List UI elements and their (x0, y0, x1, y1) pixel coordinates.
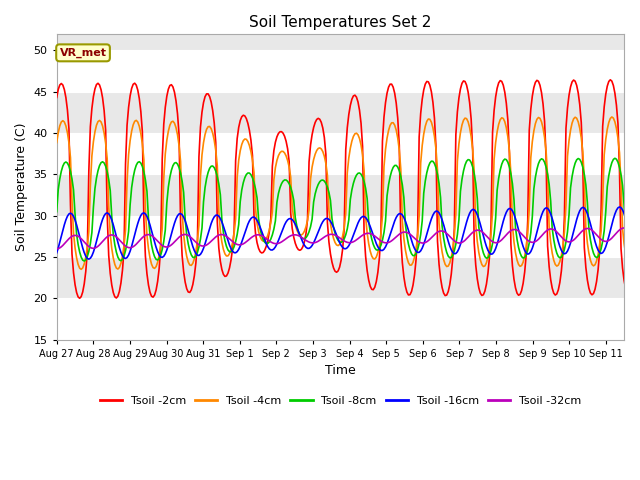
Tsoil -4cm (356, 136, 364, 142)
Tsoil -16cm (85, 256, 93, 262)
Tsoil -2cm (356, 108, 364, 113)
Tsoil -2cm (472, 262, 479, 268)
Tsoil -2cm (559, 251, 567, 256)
Tsoil -16cm (639, 243, 640, 249)
Bar (57, 216, 624, 257)
Tsoil -4cm (53, 140, 61, 145)
Tsoil -4cm (637, 151, 640, 156)
Tsoil -2cm (637, 103, 640, 108)
Tsoil -2cm (73, 289, 81, 295)
Tsoil -2cm (607, 77, 614, 83)
Tsoil -16cm (93, 239, 100, 244)
Bar (57, 174, 624, 216)
Line: Tsoil -2cm: Tsoil -2cm (57, 80, 640, 298)
Tsoil -8cm (559, 252, 567, 257)
Tsoil -8cm (53, 209, 61, 215)
Tsoil -8cm (472, 180, 479, 186)
Tsoil -4cm (472, 221, 479, 227)
Tsoil -2cm (93, 82, 100, 87)
Tsoil -16cm (472, 209, 479, 215)
Tsoil -32cm (557, 234, 565, 240)
Tsoil -2cm (639, 91, 640, 96)
Bar (57, 50, 624, 92)
Tsoil -32cm (639, 238, 640, 244)
Y-axis label: Soil Temperature (C): Soil Temperature (C) (15, 122, 28, 251)
Tsoil -8cm (637, 227, 640, 233)
Tsoil -16cm (356, 217, 364, 223)
Tsoil -32cm (91, 245, 99, 251)
Line: Tsoil -16cm: Tsoil -16cm (57, 207, 640, 259)
Bar (57, 92, 624, 133)
Tsoil -16cm (637, 247, 640, 253)
Tsoil -8cm (611, 156, 619, 161)
Legend: Tsoil -2cm, Tsoil -4cm, Tsoil -8cm, Tsoil -16cm, Tsoil -32cm: Tsoil -2cm, Tsoil -4cm, Tsoil -8cm, Tsoi… (95, 392, 586, 411)
Tsoil -16cm (616, 204, 623, 210)
Tsoil -8cm (639, 205, 640, 211)
Title: Soil Temperatures Set 2: Soil Temperatures Set 2 (249, 15, 431, 30)
Bar (57, 257, 624, 299)
Tsoil -32cm (636, 237, 640, 243)
Tsoil -16cm (53, 250, 61, 256)
Tsoil -4cm (608, 114, 616, 120)
Line: Tsoil -8cm: Tsoil -8cm (57, 158, 640, 261)
X-axis label: Time: Time (325, 364, 356, 377)
Tsoil -2cm (76, 295, 83, 301)
Line: Tsoil -32cm: Tsoil -32cm (57, 228, 640, 249)
Bar (57, 299, 624, 340)
Tsoil -8cm (93, 175, 100, 181)
Tsoil -4cm (93, 122, 100, 128)
Tsoil -2cm (53, 95, 61, 100)
Text: VR_met: VR_met (60, 48, 106, 58)
Tsoil -32cm (354, 236, 362, 241)
Tsoil -8cm (356, 170, 364, 176)
Tsoil -32cm (53, 246, 61, 252)
Tsoil -32cm (73, 233, 81, 239)
Bar (57, 133, 624, 174)
Tsoil -4cm (77, 266, 85, 272)
Tsoil -32cm (470, 228, 478, 234)
Tsoil -4cm (559, 243, 567, 249)
Tsoil -8cm (73, 231, 81, 237)
Tsoil -32cm (620, 225, 628, 231)
Tsoil -4cm (73, 255, 81, 261)
Tsoil -16cm (73, 222, 81, 228)
Tsoil -8cm (81, 258, 88, 264)
Line: Tsoil -4cm: Tsoil -4cm (57, 117, 640, 269)
Tsoil -16cm (559, 250, 567, 256)
Tsoil -4cm (639, 136, 640, 142)
